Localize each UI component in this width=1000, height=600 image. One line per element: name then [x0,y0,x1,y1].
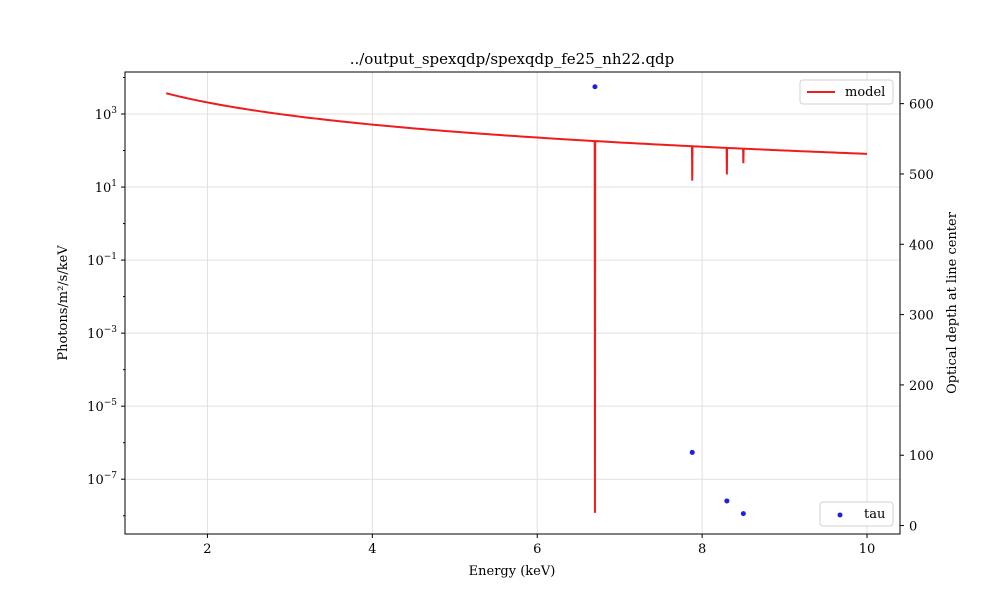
x-tick-label: 2 [203,542,211,557]
legend-tau-box [819,501,894,527]
model-series-line [165,92,868,513]
left-tick-exponent: −1 [104,252,117,262]
left-tick-exponent: −5 [104,398,118,408]
legend-tau-label: tau [864,507,885,522]
left-tick-exponent: 1 [111,179,117,189]
chart-title: ../output_spexqdp/spexqdp_fe25_nh22.qdp [350,50,675,68]
x-axis-label: Energy (keV) [469,564,556,579]
right-tick-label: 0 [909,520,917,535]
left-tick-base: 10 [95,108,112,123]
left-tick-exponent: −3 [104,325,118,335]
tau-point [689,449,695,455]
x-tick-label: 8 [698,542,706,557]
right-tick-label: 100 [909,449,934,464]
grid-layer [125,72,900,534]
legend-model-box [799,79,894,105]
left-tick-base: 10 [87,473,104,488]
right-tick-label: 300 [909,309,934,324]
right-tick-label: 400 [909,238,934,253]
left-tick-label: 103 [95,106,118,123]
left-tick-label: 10−5 [87,398,117,415]
left-tick-label: 10−7 [87,471,117,488]
tau-point [592,84,598,90]
x-tick-label: 6 [533,542,541,557]
left-tick-exponent: −7 [104,471,118,481]
tau-point [740,511,746,517]
left-tick-label: 101 [95,179,117,196]
right-y-axis-label: Optical depth at line center [945,211,960,394]
x-tick-label: 10 [859,542,876,557]
plot-frame [124,71,901,535]
right-tick-label: 600 [909,98,934,113]
left-y-axis-label: Photons/m²/s/keV [56,245,71,361]
legend-model: model [799,79,894,105]
right-tick-label: 200 [909,379,934,394]
series-layer [165,84,868,517]
left-tick-base: 10 [95,181,112,196]
left-tick-label: 10−3 [87,325,117,342]
right-tick-label: 500 [909,168,934,183]
tau-point [724,498,730,504]
legend-model-label: model [845,85,885,100]
left-tick-base: 10 [87,400,104,415]
legend-tau: tau [819,501,894,527]
left-tick-base: 10 [87,254,104,269]
left-tick-exponent: 3 [111,106,117,116]
legend-tau-swatch [837,512,843,518]
x-tick-label: 4 [368,542,376,557]
left-tick-base: 10 [87,327,104,342]
tick-layer: 2 4 6 8 1010310110−110−310−510−7010020030040… [87,76,934,557]
left-tick-label: 10−1 [87,252,117,269]
